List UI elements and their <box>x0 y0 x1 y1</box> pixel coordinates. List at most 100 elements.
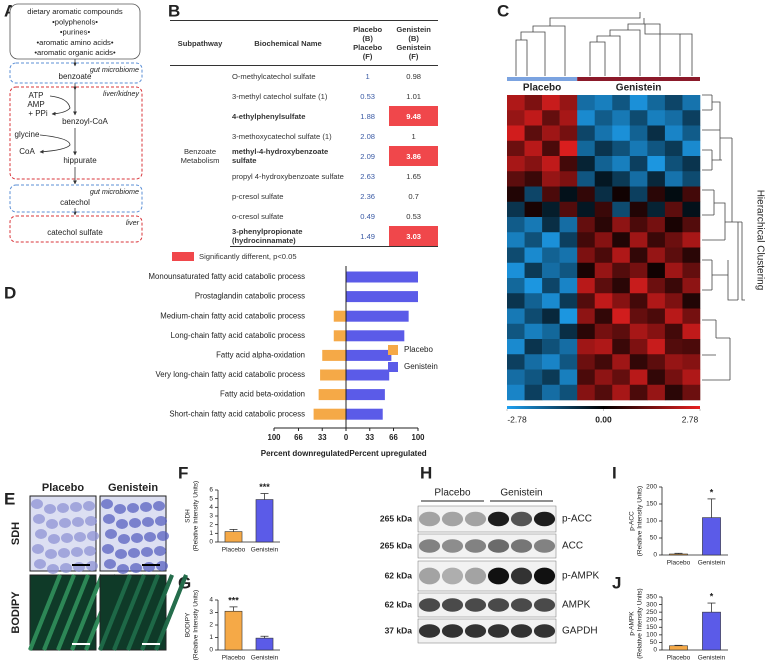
source-box <box>9 3 141 60</box>
heatmap-cell <box>664 308 683 325</box>
x-tick-label: Placebo <box>667 560 691 567</box>
band <box>441 539 464 553</box>
band <box>464 511 487 527</box>
heatmap-cell <box>524 232 543 248</box>
heatmap-cell <box>594 95 613 111</box>
heatmap-cell <box>647 278 666 294</box>
band <box>510 598 533 612</box>
heatmap-cell <box>542 293 560 309</box>
heatmap-cell <box>577 354 596 370</box>
band <box>464 539 487 553</box>
heatmap-cell <box>612 110 631 126</box>
legend-label: Genistein <box>404 362 438 371</box>
heatmap-cell <box>629 140 648 157</box>
heatmap-cell <box>559 369 578 386</box>
placebo-cell: 2.36 <box>360 191 376 201</box>
bar <box>322 349 346 361</box>
cell <box>46 519 58 529</box>
heatmap-cell <box>612 232 631 248</box>
heatmap-cell <box>664 217 683 233</box>
source-text: •aromatic amino acids• <box>36 38 113 47</box>
heatmap-cell <box>682 95 701 111</box>
y-tick-label: 4 <box>209 597 213 604</box>
heatmap-cell <box>664 354 683 370</box>
cell <box>48 534 60 544</box>
cell <box>44 504 56 514</box>
bar <box>346 369 390 381</box>
heatmap-cell <box>682 339 701 355</box>
genistein-cell: 1.01 <box>406 91 422 101</box>
cell <box>141 547 153 557</box>
cell <box>129 518 141 528</box>
heatmap-cell <box>629 247 648 264</box>
heatmap-cell <box>542 369 560 386</box>
significance: * <box>710 487 714 497</box>
heatmap-cell <box>682 110 701 126</box>
y-tick-label: 1 <box>209 530 213 537</box>
column-header-line: Placebo (F) <box>353 43 383 61</box>
heatmap-cell <box>682 308 701 325</box>
name-cell: 3-methyl catechol sulfate (1) <box>232 91 328 101</box>
heatmap-cell <box>629 369 648 386</box>
heatmap-cell <box>682 156 701 172</box>
cell <box>127 503 139 513</box>
heatmap-cell <box>524 339 543 355</box>
heatmap-cell <box>559 95 578 111</box>
y-tick-label: 0 <box>653 552 657 559</box>
band <box>533 624 556 638</box>
cell <box>102 544 114 554</box>
cell <box>101 499 113 509</box>
heatmap-cell <box>577 384 596 401</box>
size-label: 265 kDa <box>380 540 412 550</box>
genistein-cell: 3.03 <box>389 226 438 247</box>
bar <box>346 349 392 361</box>
cell <box>85 516 97 526</box>
x-tick-label: 100 <box>411 433 425 442</box>
cell <box>117 564 129 574</box>
heatmap-cell <box>542 110 560 126</box>
colorbar <box>507 406 700 409</box>
heatmap-cell <box>577 232 596 248</box>
heatmap-cell <box>594 308 613 325</box>
metabolite: benzoyl-CoA <box>62 117 108 126</box>
y-tick-label: 1 <box>209 634 213 641</box>
cell <box>156 561 168 571</box>
heatmap-cell <box>612 171 631 187</box>
fiber <box>126 574 160 651</box>
name-cell: methyl-4-hydroxybenzoate sulfate <box>232 147 329 165</box>
heatmap-cell <box>524 217 543 233</box>
heatmap-cell <box>542 278 560 294</box>
heatmap-cell <box>682 201 701 218</box>
heatmap-cell <box>647 140 666 157</box>
heatmap-cell <box>629 201 648 218</box>
heatmap-cell <box>507 140 525 157</box>
bar <box>224 531 243 543</box>
heatmap-cell <box>664 278 683 294</box>
cell <box>74 532 86 542</box>
cell <box>155 516 167 526</box>
y-tick-label: 250 <box>646 609 657 616</box>
error-bar <box>674 552 683 554</box>
heatmap-cell <box>612 217 631 233</box>
heatmap-cell <box>577 293 596 309</box>
category-label: Fatty acid alpha-oxidation <box>216 350 305 359</box>
y-axis-label: (Relative Intensity Units) <box>193 590 200 660</box>
heatmap-cell <box>524 354 543 370</box>
panel-label: B <box>168 1 180 20</box>
cofactor: AMP <box>27 100 44 109</box>
table-row: 3-phenylpropionate (hydrocinnamate) 1.49 3… <box>170 226 438 247</box>
x-tick-label: Placebo <box>222 547 246 554</box>
cell <box>72 517 84 527</box>
group-bar <box>507 77 578 81</box>
heatmap-cell <box>559 293 578 309</box>
heatmap-cell <box>524 186 543 203</box>
blot <box>417 533 557 559</box>
heatmap-cell <box>559 217 578 233</box>
heatmap-cell <box>559 354 578 370</box>
blot <box>417 505 557 533</box>
heatmap-cell <box>559 156 578 172</box>
band <box>464 624 487 638</box>
heatmap-cell <box>594 201 613 218</box>
cell <box>45 549 57 559</box>
